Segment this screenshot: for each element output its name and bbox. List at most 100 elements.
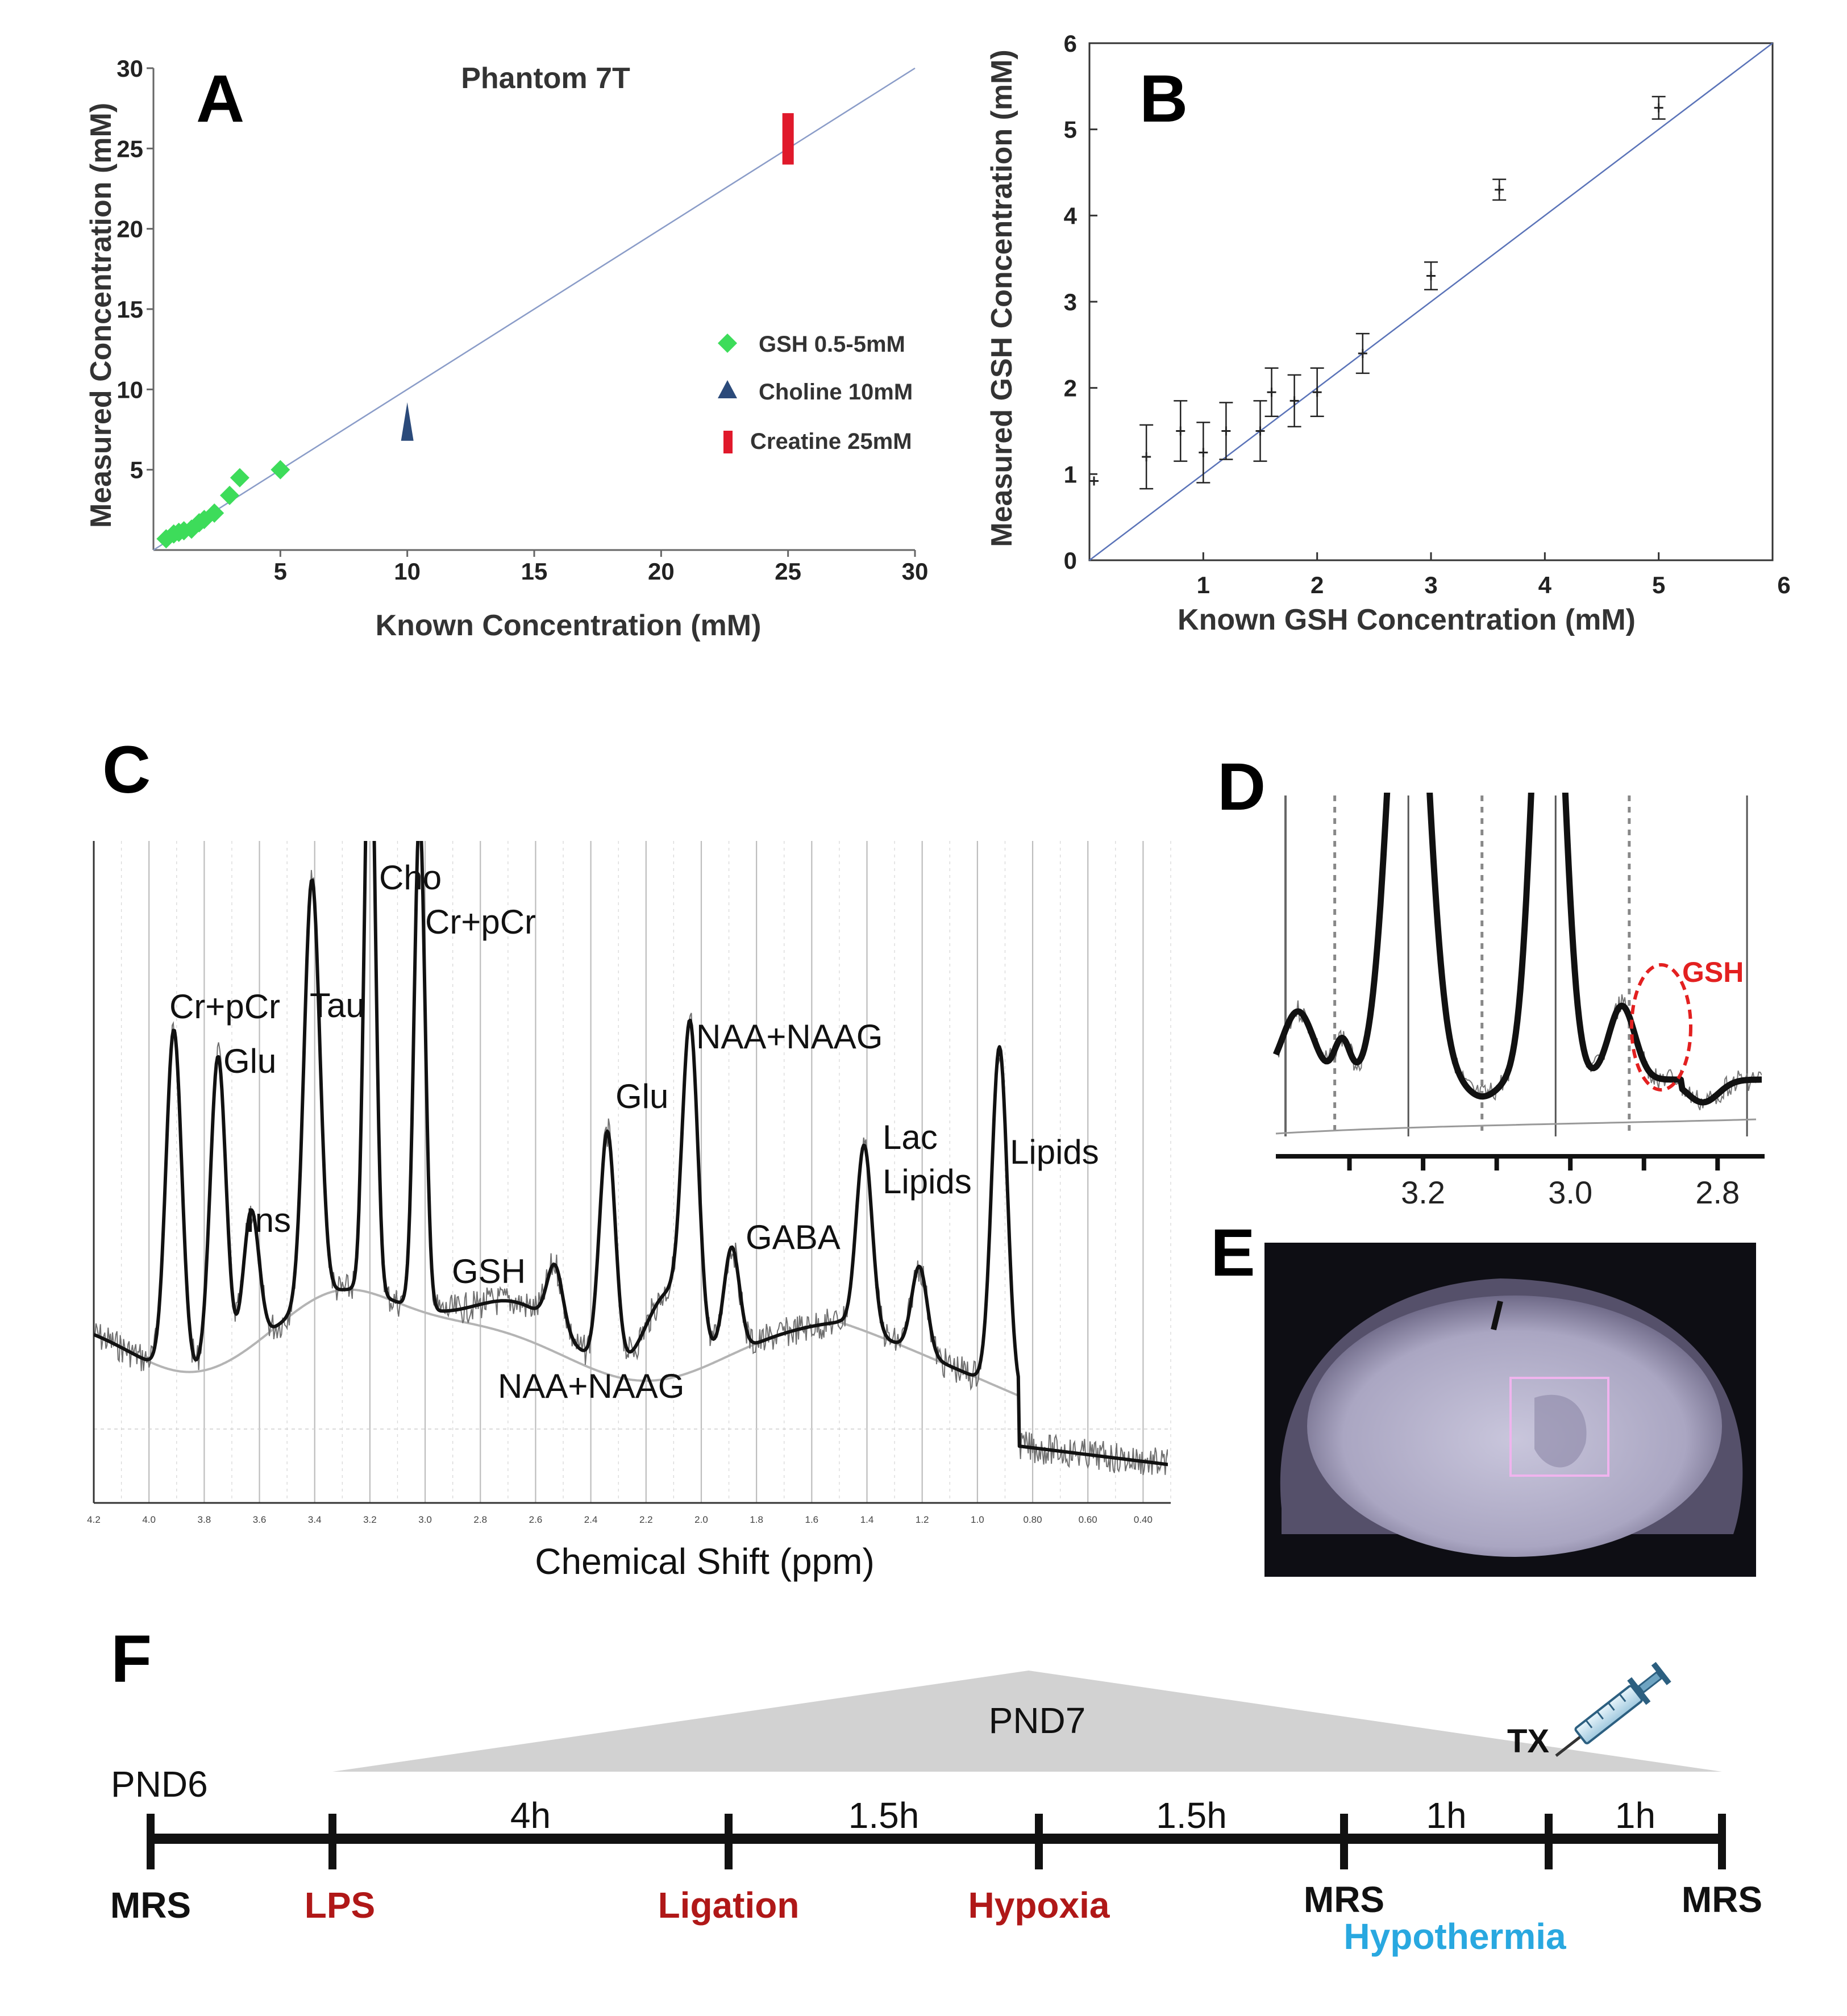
timeline-event-label: Hypothermia [1343,1916,1566,1957]
timeline-event-label: MRS [1682,1879,1762,1920]
timeline-ticks [147,1814,1726,1869]
c-tick-label: 1.2 [916,1514,929,1525]
x-tick-label: 25 [775,558,801,585]
c-tick-label: 1.8 [750,1514,763,1525]
timeline-durations: 4h 1.5h 1.5h 1h 1h [510,1795,1655,1836]
gsh-highlight-ellipse [1630,963,1692,1092]
gsh-data-point [230,468,249,488]
panel-d: D 3.2 3.0 2.8 GSH [1217,749,1765,1210]
gsh-errorbar-point [1424,261,1438,291]
panel-b-data-marks [1089,95,1666,490]
panel-f-letter: F [111,1622,152,1697]
gsh-errorbar-point [1310,367,1324,417]
panel-d-gsh-annotation: GSH [1682,956,1744,988]
y-tick-label: 10 [117,376,143,403]
d-tick-label: 3.0 [1548,1174,1592,1210]
c-tick-label: 2.2 [639,1514,653,1525]
panel-f: F PND7 PND6 4h 1.5h 1.5h 1h 1h MRS LPS Ligatio… [110,1622,1762,1957]
timeline-duration-label: 1.5h [1156,1795,1227,1836]
y-tick-label: 4 [1064,202,1078,229]
x-tick-label: 4 [1538,572,1552,598]
panel-b-y-label: Measured GSH Concentration (mM) [985,49,1018,547]
c-tick-label: 0.60 [1079,1514,1097,1525]
panel-d-fit-spectrum [1273,793,1762,1106]
creatine-data-point [782,113,794,165]
legend-gsh-marker [718,334,737,353]
d-tick-label: 3.2 [1401,1174,1445,1210]
c-tick-label: 0.40 [1134,1514,1153,1525]
panel-b-identity-line [1089,43,1773,561]
y-tick-label: 30 [117,55,143,82]
panel-d-letter: D [1217,749,1266,824]
gsh-errorbar-point [1196,422,1210,484]
c-tick-label: 0.80 [1024,1514,1042,1525]
gsh-data-point [205,503,224,523]
timeline-duration-label: 1.5h [848,1795,920,1836]
syringe-icon [1555,1661,1671,1757]
c-tick-label: 1.4 [860,1514,874,1525]
panel-c: C 4.2 4.0 3.8 3.6 3.4 3.2 3.0 2.8 2.6 2.4 2.2 2.0 1.… [87,732,1171,1582]
y-tick-label: 25 [117,135,143,162]
gsh-errorbar-point [1652,95,1666,120]
y-tick-label: 3 [1064,289,1077,315]
mri-brain-slice [1307,1296,1722,1557]
treatment-label: TX [1507,1723,1549,1760]
timeline-event-label: Hypoxia [968,1885,1110,1926]
panel-a: A Phantom 7T 5 10 15 20 25 30 5 10 15 20 25 30 Know… [85,55,928,642]
timeline-event-label: MRS [1304,1879,1384,1920]
y-tick-label: 0 [1064,547,1077,574]
y-tick-label: 5 [130,457,143,484]
panel-c-x-label: Chemical Shift (ppm) [535,1541,875,1582]
panel-a-y-label: Measured Concentration (mM) [85,103,118,528]
timeline-event-label: LPS [305,1885,375,1926]
panel-e: E [1210,1215,1756,1577]
pnd7-shaded-wedge [332,1671,1722,1772]
x-tick-label: 30 [902,558,929,585]
x-tick-label: 1 [1197,572,1210,598]
c-tick-label: 2.8 [473,1514,487,1525]
legend-creatine-label: Creatine 25mM [750,429,912,454]
c-tick-label: 1.6 [805,1514,819,1525]
timeline-day2-label: PND7 [989,1700,1086,1741]
panel-c-peak-labels: Cr+pCr Glu Ins Tau Cho Cr+pCr GSH Glu NA… [169,859,1099,1405]
panel-c-ticks: 4.2 4.0 3.8 3.6 3.4 3.2 3.0 2.8 2.6 2.4 2.2 2.0 1.8 1… [87,1514,1153,1525]
peak-label-cho: Cho [379,859,442,897]
panel-a-legend: GSH 0.5-5mM Choline 10mM Creatine 25mM [718,332,913,454]
x-tick-label: 3 [1424,572,1437,598]
c-tick-label: 3.2 [363,1514,377,1525]
peak-label-crpcr-3-9: Cr+pCr [169,988,280,1026]
c-tick-label: 3.6 [253,1514,267,1525]
peak-label-ins: Ins [246,1201,291,1239]
panel-a-title: Phantom 7T [461,62,630,95]
panel-b-ticks: 1 2 3 4 5 6 0 1 2 3 4 5 6 [1064,30,1791,598]
panel-e-letter: E [1210,1215,1255,1290]
d-tick-label: 2.8 [1695,1174,1740,1210]
timeline-duration-label: 4h [510,1795,551,1836]
y-tick-label: 15 [117,296,143,323]
panel-a-ticks: 5 10 15 20 25 30 5 10 15 20 25 30 [117,55,928,585]
panel-a-letter: A [196,61,244,136]
panel-c-fit-spectrum [94,841,1168,1467]
panel-d-baseline [1275,1118,1757,1135]
panel-b: B 1 2 3 4 5 6 0 1 2 3 4 5 6 Known GSH Concentration … [985,30,1791,636]
x-tick-label: 5 [1652,572,1665,598]
c-tick-label: 4.0 [142,1514,156,1525]
c-tick-label: 3.4 [308,1514,322,1525]
c-tick-label: 1.0 [971,1514,984,1525]
peak-label-glu-3-75: Glu [223,1042,276,1080]
gsh-errorbar-point [1219,402,1233,460]
peak-label-naa-baseline: NAA+NAAG [498,1367,684,1405]
peak-label-lac: Lac [883,1118,938,1156]
timeline-event-label: MRS [110,1885,191,1926]
c-tick-label: 2.0 [694,1514,708,1525]
x-tick-label: 15 [521,558,548,585]
legend-creatine-marker [723,431,733,453]
c-tick-label: 2.6 [529,1514,543,1525]
x-tick-label: 10 [394,558,421,585]
y-tick-label: 6 [1064,30,1077,57]
panel-d-grid [1284,795,1748,1136]
gsh-data-point [271,460,290,480]
x-tick-label: 2 [1311,572,1324,598]
